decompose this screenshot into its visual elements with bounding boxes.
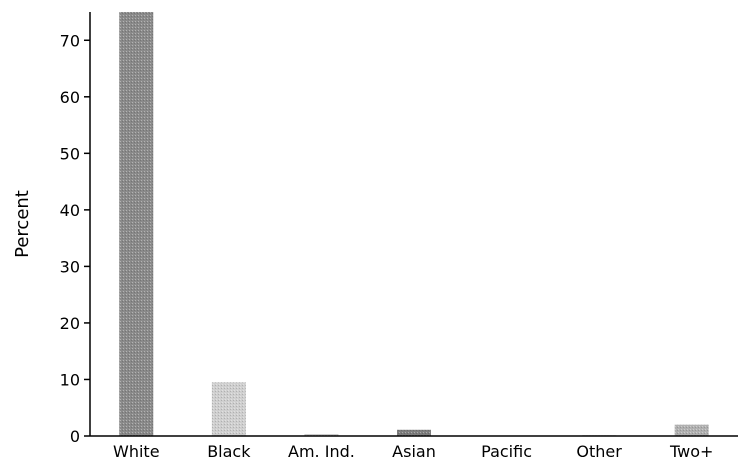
- bar-texture-am-ind: [304, 434, 339, 436]
- y-tick-label-20: 20: [60, 314, 80, 333]
- bar-texture-black: [211, 382, 246, 436]
- y-tick-label-60: 60: [60, 88, 80, 107]
- y-tick-label-70: 70: [60, 31, 80, 50]
- y-tick-label-30: 30: [60, 257, 80, 276]
- x-tick-label-pacific: Pacific: [481, 442, 532, 461]
- x-tick-label-white: White: [113, 442, 160, 461]
- x-tick-label-black: Black: [207, 442, 251, 461]
- x-tick-label-asian: Asian: [392, 442, 436, 461]
- y-tick-label-0: 0: [70, 427, 80, 446]
- x-tick-label-other: Other: [576, 442, 622, 461]
- bar-texture-white: [119, 12, 154, 436]
- y-tick-label-40: 40: [60, 201, 80, 220]
- y-tick-label-50: 50: [60, 144, 80, 163]
- x-labels-group: White Black Am. Ind. Asian Pacific Other Two+: [113, 442, 713, 461]
- y-axis-label: Percent: [12, 190, 33, 258]
- x-tick-label-two: Two+: [669, 442, 713, 461]
- bar-texture-two: [674, 424, 709, 436]
- bars-group: [119, 12, 709, 436]
- y-ticks-group: 0 10 20 30 40 50 60 70: [60, 31, 90, 446]
- y-tick-label-10: 10: [60, 370, 80, 389]
- x-tick-label-am-ind: Am. Ind.: [288, 442, 355, 461]
- bar-texture-asian: [397, 429, 431, 436]
